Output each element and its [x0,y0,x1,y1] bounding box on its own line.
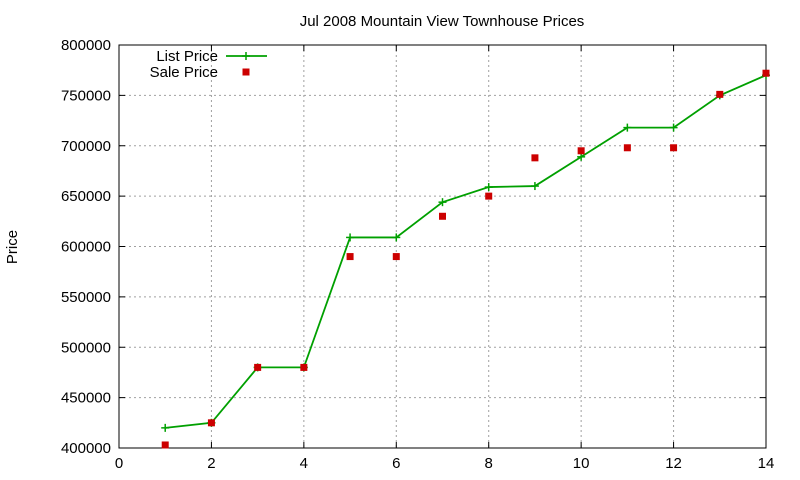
list-price-point [530,182,539,191]
y-tick-labels: 400000 450000 500000 550000 600000 650000 7000… [61,37,111,457]
list-price-point [623,123,632,132]
legend-label: Sale Price [150,64,218,81]
y-tick-label: 700000 [61,138,111,155]
list-price-point [392,233,401,242]
sale-price-point [762,69,770,77]
y-tick-label: 550000 [61,289,111,306]
sale-price-point [716,90,724,98]
sale-price-point [577,147,585,155]
sale-price-point [346,253,354,261]
y-tick-label: 650000 [61,188,111,205]
sale-price-point [161,441,169,449]
data-series [161,69,770,449]
list-price-point [346,233,355,242]
x-tick-label: 12 [665,455,682,472]
axis-ticks [118,44,767,449]
sale-price-point [485,192,493,200]
x-tick-label: 10 [573,455,590,472]
y-tick-label: 500000 [61,339,111,356]
sale-price-point [531,154,539,162]
sale-price-point [623,144,631,152]
list-price-point [438,198,447,207]
list-price-point [161,423,170,432]
list-price-point [484,183,493,192]
sale-price-point [207,419,215,427]
y-tick-label: 600000 [61,239,111,256]
chart-title: Jul 2008 Mountain View Townhouse Prices [300,13,585,30]
y-tick-label: 800000 [61,37,111,54]
x-tick-label: 14 [758,455,775,472]
y-axis-label: Price [4,230,21,264]
legend-square-marker [242,68,250,76]
y-tick-label: 450000 [61,390,111,407]
y-tick-label: 750000 [61,87,111,104]
x-tick-label: 4 [300,455,308,472]
legend-label: List Price [156,48,218,65]
x-tick-label: 2 [207,455,215,472]
sale-price-point [392,253,400,261]
sale-price-point [439,212,446,220]
list-price-series [161,71,770,432]
sale-price-point [300,363,308,371]
list-price-line [165,74,767,429]
sale-price-point [254,363,262,371]
x-tick-label: 0 [115,455,123,472]
x-tick-label: 6 [392,455,400,472]
sale-price-series [161,69,770,449]
x-tick-labels: 0 2 4 6 8 10 12 14 [115,455,775,472]
x-tick-label: 8 [485,455,493,472]
y-tick-label: 400000 [61,440,111,457]
list-price-point [669,123,678,132]
sale-price-point [670,144,678,152]
legend-plus-marker [242,52,250,60]
grid-lines [119,45,766,448]
plot-frame [118,44,767,449]
